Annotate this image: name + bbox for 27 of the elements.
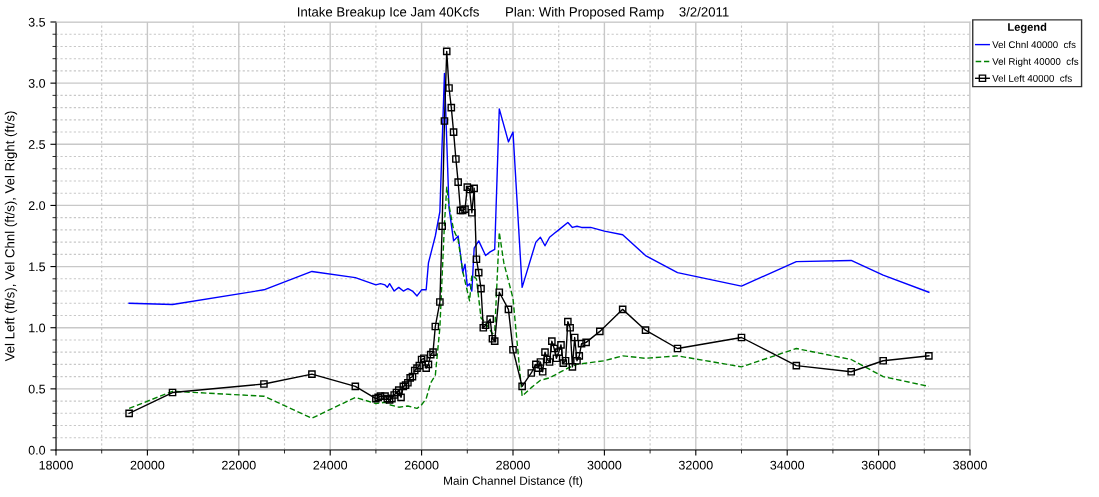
x-tick-label: 38000 xyxy=(953,460,987,470)
legend-label: Vel Right 40000 cfs xyxy=(992,57,1079,67)
y-tick-label: 1.0 xyxy=(29,323,46,333)
legend-label: Vel Left 40000 cfs xyxy=(992,74,1072,82)
legend-title: Legend xyxy=(1008,22,1047,34)
x-tick-label: 30000 xyxy=(587,460,622,470)
x-tick-label: 34000 xyxy=(770,460,805,470)
y-tick-label: 2.0 xyxy=(28,201,46,211)
x-tick-label: 22000 xyxy=(222,460,256,470)
y-tick-label: 2.5 xyxy=(28,140,46,149)
x-axis-title: Main Channel Distance (ft) xyxy=(444,476,583,488)
x-tick-label: 32000 xyxy=(678,460,713,470)
x-tick-label: 18000 xyxy=(39,460,73,470)
chart-title: Intake Breakup Ice Jam 40Kcfs Plan: With Proposed Ramp 3/2/2011 xyxy=(298,6,729,20)
x-tick-label: 24000 xyxy=(313,460,348,470)
y-tick-label: 0.0 xyxy=(28,445,46,455)
x-tick-label: 36000 xyxy=(861,460,896,470)
x-tick-label: 26000 xyxy=(404,460,439,470)
y-tick-label: 1.5 xyxy=(29,262,46,272)
y-tick-label: 3.5 xyxy=(28,17,46,27)
y-tick-label: 0.5 xyxy=(28,384,46,394)
x-tick-label: 28000 xyxy=(496,460,530,470)
x-tick-label: 20000 xyxy=(130,460,165,470)
y-axis-title: Vel Left (ft/s), Vel Chnl (ft/s), Vel Right (ft/s) xyxy=(4,111,18,362)
legend-label: Vel Chnl 40000 cfs xyxy=(992,40,1076,49)
y-tick-label: 3.0 xyxy=(28,78,46,88)
line-series xyxy=(128,72,930,306)
